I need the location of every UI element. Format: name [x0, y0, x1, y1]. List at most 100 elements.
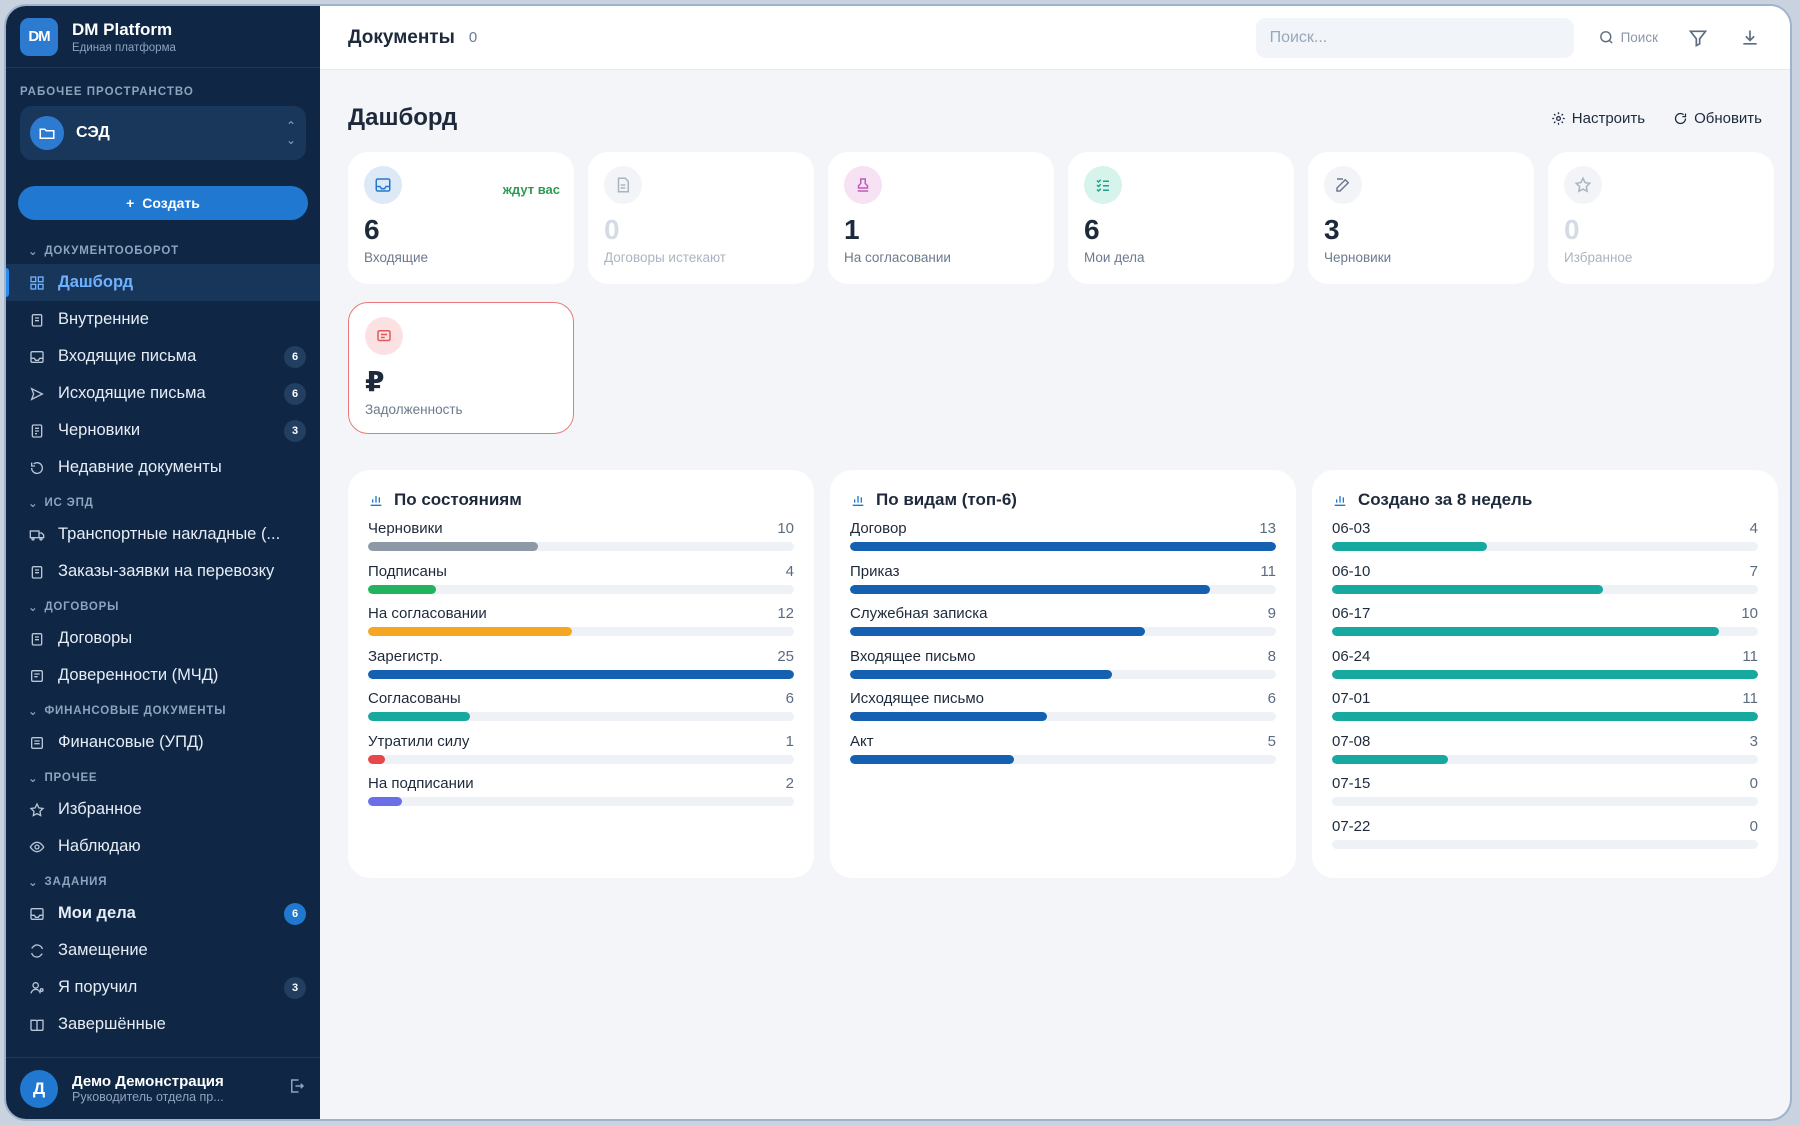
search-icon: [1599, 31, 1613, 44]
logout-icon[interactable]: [288, 1077, 306, 1100]
sidebar-item-waybills[interactable]: Транспортные накладные (...: [6, 516, 320, 553]
bar-row[interactable]: Черновики 10: [368, 518, 794, 561]
sidebar-item-label: Мои дела: [58, 904, 136, 922]
bar-row[interactable]: 07-01 11: [1332, 688, 1758, 731]
filter-icon[interactable]: [1686, 26, 1710, 50]
bar-row[interactable]: Зарегистр. 25: [368, 646, 794, 689]
sidebar-item-incoming-letters[interactable]: Входящие письма 6: [6, 338, 320, 375]
stat-card-on-approval[interactable]: 1 На согласовании: [828, 152, 1054, 284]
count-badge: 6: [284, 382, 306, 405]
sidebar-item-recent[interactable]: Недавние документы: [6, 449, 320, 486]
stat-card-incoming[interactable]: ждут вас 6 Входящие: [348, 152, 574, 284]
bar-row[interactable]: 06-17 10: [1332, 603, 1758, 646]
sidebar-item-power-of-attorney[interactable]: Доверенности (МЧД): [6, 657, 320, 694]
sidebar-item-outgoing-letters[interactable]: Исходящие письма 6: [6, 375, 320, 412]
workspace-selector[interactable]: СЭД ⌃ ⌄: [20, 106, 306, 160]
configure-button[interactable]: Настроить: [1551, 110, 1645, 127]
bar-row[interactable]: Исходящее письмо 6: [850, 688, 1276, 731]
brand-logo: DM: [20, 17, 58, 56]
bar-chart: Черновики 10 Подписаны 4 На согласовании 12 За…: [368, 518, 794, 816]
nav-group-contracts[interactable]: ⌄ ДОГОВОРЫ: [28, 601, 120, 614]
stat-label: Задолженность: [365, 402, 463, 417]
panel-created-weeks: Создано за 8 недель 06-03 4 06-10 7 06-17 10 0…: [1312, 470, 1778, 878]
history-icon: [28, 459, 46, 477]
stat-card-debt[interactable]: ₽ Задолженность: [348, 302, 574, 434]
stat-card-my-tasks[interactable]: 6 Мои дела: [1068, 152, 1294, 284]
bar-value: 4: [785, 562, 794, 580]
stat-value: 6: [364, 214, 380, 245]
sidebar-item-dashboard[interactable]: Дашборд: [6, 264, 320, 301]
bar-row[interactable]: Служебная записка 9: [850, 603, 1276, 646]
search-button[interactable]: Поиск: [1598, 29, 1658, 46]
count-badge: 6: [284, 345, 306, 368]
bar-row[interactable]: Акт 5: [850, 731, 1276, 774]
sidebar-item-substitution[interactable]: Замещение: [6, 932, 320, 969]
nav-group-finance[interactable]: ⌄ ФИНАНСОВЫЕ ДОКУМЕНТЫ: [28, 705, 227, 718]
bar-row[interactable]: 06-10 7: [1332, 561, 1758, 604]
bar-row[interactable]: Согласованы 6: [368, 688, 794, 731]
brand[interactable]: DM DM Platform Единая платформа: [6, 6, 320, 68]
user-profile[interactable]: Д Демо Демонстрация Руководитель отдела …: [6, 1057, 320, 1119]
sidebar-item-label: Транспортные накладные (...: [58, 525, 281, 543]
inbox-icon: [28, 905, 46, 923]
nav-group-tasks[interactable]: ⌄ ЗАДАНИЯ: [28, 876, 108, 889]
bar-fill: [1332, 669, 1758, 679]
bar-row[interactable]: Договор 13: [850, 518, 1276, 561]
bar-row[interactable]: 07-08 3: [1332, 731, 1758, 774]
stat-card-favorites[interactable]: 0 Избранное: [1548, 152, 1774, 284]
bar-row[interactable]: 06-24 11: [1332, 646, 1758, 689]
refresh-button[interactable]: Обновить: [1673, 110, 1762, 127]
bar-track: [1332, 712, 1758, 721]
search-button-label: Поиск: [1620, 30, 1658, 45]
bar-value: 7: [1749, 562, 1758, 580]
create-button[interactable]: + Создать: [18, 186, 308, 220]
sidebar-item-label: Доверенности (МЧД): [58, 666, 219, 684]
send-icon: [28, 385, 46, 403]
bar-fill: [1332, 627, 1720, 636]
bar-fill: [850, 712, 1047, 721]
stat-card-contracts-expiring[interactable]: 0 Договоры истекают: [588, 152, 814, 284]
sidebar-item-transport-orders[interactable]: Заказы-заявки на перевозку: [6, 553, 320, 590]
sidebar-item-my-tasks[interactable]: Мои дела 6: [6, 895, 320, 932]
sidebar-item-completed[interactable]: Завершённые: [6, 1006, 320, 1043]
documents-count: 0: [468, 29, 478, 46]
sidebar-item-contracts[interactable]: Договоры: [6, 620, 320, 657]
bar-track: [368, 584, 794, 594]
bar-row[interactable]: Утратили силу 1: [368, 731, 794, 774]
count-badge: 3: [284, 976, 306, 999]
bar-row[interactable]: 07-15 0: [1332, 773, 1758, 816]
nav-group-docflow[interactable]: ⌄ ДОКУМЕНТООБОРОТ: [28, 245, 179, 258]
bar-row[interactable]: Приказ 11: [850, 561, 1276, 604]
sidebar-item-label: Заказы-заявки на перевозку: [58, 562, 275, 580]
bar-row[interactable]: Входящее письмо 8: [850, 646, 1276, 689]
sidebar-item-favorites[interactable]: Избранное: [6, 791, 320, 828]
sidebar-item-drafts[interactable]: Черновики 3: [6, 412, 320, 449]
bar-row[interactable]: На согласовании 12: [368, 603, 794, 646]
panel-by-type: По видам (топ-6) Договор 13 Приказ 11 Служеб…: [830, 470, 1296, 878]
bar-row[interactable]: Подписаны 4: [368, 561, 794, 604]
workspace-label: РАБОЧЕЕ ПРОСТРАНСТВО: [20, 86, 194, 98]
panel-title: По состояниям: [394, 490, 522, 509]
bar-label: На подписании: [368, 775, 474, 792]
download-icon[interactable]: [1738, 26, 1762, 50]
sidebar-item-label: Входящие письма: [58, 347, 197, 365]
sidebar-item-internal[interactable]: Внутренние: [6, 301, 320, 338]
bar-label: Акт: [850, 732, 874, 750]
bar-fill: [850, 542, 1276, 551]
star-icon: [28, 801, 46, 819]
search-input[interactable]: [1255, 17, 1574, 58]
nav-group-other[interactable]: ⌄ ПРОЧЕЕ: [28, 772, 98, 785]
stat-label: Избранное: [1564, 250, 1633, 265]
sidebar-item-upd[interactable]: Финансовые (УПД): [6, 724, 320, 761]
bar-value: 11: [1260, 562, 1276, 580]
sidebar-item-label: Внутренние: [58, 310, 149, 328]
stat-card-drafts[interactable]: 3 Черновики: [1308, 152, 1534, 284]
sidebar-item-watching[interactable]: Наблюдаю: [6, 828, 320, 865]
bar-row[interactable]: На подписании 2: [368, 773, 794, 816]
bar-row[interactable]: 06-03 4: [1332, 518, 1758, 561]
bar-row[interactable]: 07-22 0: [1332, 816, 1758, 859]
bar-track: [1332, 584, 1758, 594]
bar-label: Входящее письмо: [850, 647, 976, 665]
nav-group-epd[interactable]: ⌄ ИС ЭПД: [28, 497, 94, 510]
sidebar-item-assigned-by-me[interactable]: Я поручил 3: [6, 969, 320, 1006]
